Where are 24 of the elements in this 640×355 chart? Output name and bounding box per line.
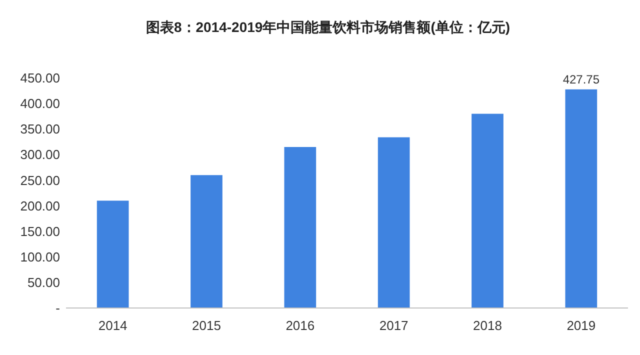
y-tick-label: - (56, 300, 60, 316)
x-tick-label: 2014 (98, 318, 128, 333)
x-tick-label: 2016 (286, 318, 315, 333)
x-tick-label: 2018 (473, 318, 502, 333)
y-tick-label: 200.00 (20, 198, 60, 214)
bar (190, 175, 222, 308)
bar (565, 89, 598, 308)
y-tick-label: 300.00 (20, 147, 60, 162)
y-tick-label: 450.00 (20, 70, 60, 86)
bar (284, 147, 316, 308)
x-tick-label: 2015 (192, 318, 221, 333)
y-tick-label: 100.00 (20, 249, 60, 264)
y-tick-label: 50.00 (27, 274, 60, 290)
bar (96, 200, 129, 308)
x-tick-label: 2019 (566, 318, 596, 333)
chart-title: 图表8：2014-2019年中国能量饮料市场销售额(单位：亿元) (146, 19, 510, 35)
bar (472, 114, 504, 308)
data-label: 427.75 (562, 72, 600, 86)
x-tick-label: 2017 (379, 318, 408, 333)
y-tick-label: 350.00 (20, 122, 60, 137)
bar (378, 137, 410, 308)
y-tick-label: 400.00 (20, 96, 60, 112)
y-tick-label: 250.00 (20, 172, 60, 188)
y-tick-label: 150.00 (20, 224, 60, 239)
